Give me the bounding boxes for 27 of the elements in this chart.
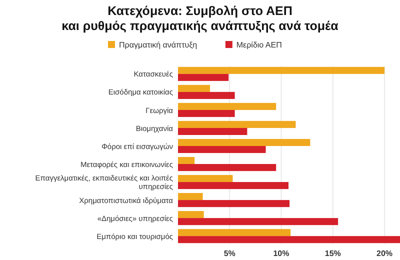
x-tick-label: 5% bbox=[224, 249, 236, 258]
bar bbox=[178, 218, 338, 226]
legend-label: Μερίδιο ΑΕΠ bbox=[236, 40, 282, 50]
bar bbox=[178, 193, 203, 200]
x-tick-label: 20% bbox=[376, 249, 393, 258]
bar bbox=[178, 156, 195, 164]
chart-title: Κατεχόμενα: Συμβολή στο ΑΕΠ και ρυθμός πραγματικής ανάπτυξης ανά τομέα bbox=[62, 4, 339, 33]
bar bbox=[178, 138, 310, 146]
bar bbox=[178, 128, 248, 135]
bar bbox=[178, 66, 385, 74]
bar bbox=[178, 175, 233, 182]
legend-label: Πραγματική ανάπτυξη bbox=[119, 40, 198, 50]
bar bbox=[178, 92, 235, 99]
bar bbox=[178, 84, 210, 92]
bar bbox=[178, 211, 204, 218]
bar bbox=[178, 146, 266, 154]
bar bbox=[178, 182, 288, 190]
bar bbox=[178, 74, 229, 81]
bar bbox=[178, 120, 296, 128]
x-tick-label: 10% bbox=[273, 249, 290, 258]
bar bbox=[178, 110, 235, 117]
bar bbox=[178, 236, 400, 244]
bar bbox=[178, 229, 291, 236]
x-tick-label: 15% bbox=[324, 249, 341, 258]
bar bbox=[178, 164, 276, 172]
bar bbox=[178, 200, 290, 208]
bar bbox=[178, 102, 276, 110]
